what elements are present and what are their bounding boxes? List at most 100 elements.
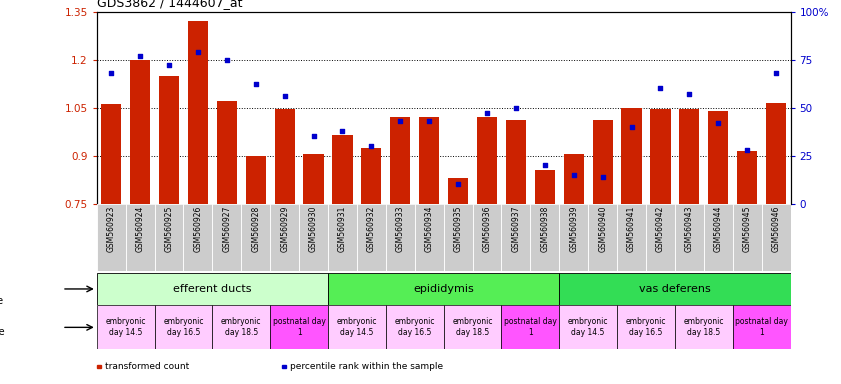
Bar (588, 204, 617, 271)
Bar (270, 305, 328, 349)
Text: development stage: development stage (0, 327, 4, 337)
Text: GSM560924: GSM560924 (135, 205, 145, 252)
Text: GSM560931: GSM560931 (338, 205, 347, 252)
Bar (617, 204, 646, 271)
Bar (766, 103, 786, 204)
Point (452, 181, 465, 187)
Point (596, 174, 610, 180)
Text: tissue: tissue (0, 296, 4, 306)
Bar (733, 204, 762, 271)
Text: GSM560926: GSM560926 (193, 205, 203, 252)
Point (740, 147, 754, 153)
Point (711, 120, 725, 126)
Text: GSM560934: GSM560934 (425, 205, 434, 252)
Bar (593, 120, 613, 204)
Point (162, 62, 176, 68)
Text: GSM560936: GSM560936 (483, 205, 491, 252)
Bar (362, 147, 382, 204)
Bar (101, 104, 121, 204)
Bar (217, 101, 237, 204)
Text: GSM560927: GSM560927 (222, 205, 231, 252)
Text: postnatal day
1: postnatal day 1 (735, 317, 788, 338)
Bar (617, 305, 674, 349)
Text: GSM560935: GSM560935 (453, 205, 463, 252)
Bar (125, 204, 155, 271)
Text: GSM560942: GSM560942 (656, 205, 665, 252)
Text: embryonic
day 16.5: embryonic day 16.5 (394, 317, 435, 338)
Text: GSM560941: GSM560941 (627, 205, 636, 252)
Bar (332, 135, 352, 204)
Bar (212, 305, 270, 349)
Point (683, 91, 696, 97)
Point (278, 93, 291, 99)
Bar (188, 21, 208, 204)
Text: GSM560946: GSM560946 (771, 205, 780, 252)
Text: efferent ducts: efferent ducts (173, 284, 251, 294)
Text: GSM560930: GSM560930 (309, 205, 318, 252)
Text: GSM560943: GSM560943 (685, 205, 694, 252)
Bar (419, 117, 439, 204)
Text: embryonic
day 16.5: embryonic day 16.5 (626, 317, 666, 338)
Text: GSM560929: GSM560929 (280, 205, 289, 252)
Text: GSM560933: GSM560933 (396, 205, 405, 252)
Bar (97, 305, 155, 349)
Point (770, 70, 783, 76)
Bar (501, 204, 531, 271)
Point (220, 56, 234, 63)
Point (567, 172, 580, 178)
Text: percentile rank within the sample: percentile rank within the sample (290, 362, 443, 371)
Point (336, 127, 349, 134)
Bar (559, 204, 588, 271)
Bar (448, 178, 468, 204)
Bar (304, 154, 324, 204)
Point (653, 85, 667, 91)
Text: GSM560940: GSM560940 (598, 205, 607, 252)
Point (480, 110, 494, 116)
Text: postnatal day
1: postnatal day 1 (504, 317, 557, 338)
Point (538, 162, 552, 168)
Bar (650, 109, 670, 204)
Bar (563, 154, 584, 204)
Bar (621, 108, 642, 204)
Bar (704, 204, 733, 271)
Point (365, 143, 378, 149)
Bar (646, 204, 674, 271)
Bar (155, 305, 212, 349)
Point (134, 53, 147, 59)
Text: embryonic
day 16.5: embryonic day 16.5 (163, 317, 204, 338)
Text: GSM560932: GSM560932 (367, 205, 376, 252)
Bar (328, 305, 386, 349)
Bar (737, 151, 757, 204)
Bar (130, 60, 151, 204)
Bar (390, 117, 410, 204)
Bar (674, 305, 733, 349)
Bar (386, 204, 415, 271)
Bar (183, 204, 212, 271)
Text: epididymis: epididymis (413, 284, 474, 294)
Point (509, 104, 522, 111)
Bar (274, 109, 294, 204)
Bar (680, 109, 700, 204)
Bar (246, 156, 266, 204)
Text: embryonic
day 14.5: embryonic day 14.5 (336, 317, 377, 338)
Text: GSM560945: GSM560945 (743, 205, 752, 252)
Text: vas deferens: vas deferens (639, 284, 711, 294)
Text: embryonic
day 14.5: embryonic day 14.5 (105, 317, 145, 338)
Text: embryonic
day 18.5: embryonic day 18.5 (684, 317, 724, 338)
Point (191, 49, 204, 55)
Bar (155, 204, 183, 271)
Text: transformed count: transformed count (105, 362, 189, 371)
Bar (241, 204, 270, 271)
Text: postnatal day
1: postnatal day 1 (272, 317, 325, 338)
Bar (386, 305, 444, 349)
Bar (444, 204, 473, 271)
Point (625, 124, 638, 130)
Bar (299, 204, 328, 271)
Point (104, 70, 118, 76)
Bar (473, 204, 501, 271)
Text: GSM560939: GSM560939 (569, 205, 579, 252)
Bar (708, 111, 728, 204)
Bar (97, 204, 125, 271)
Text: GSM560923: GSM560923 (107, 205, 116, 252)
Text: GSM560928: GSM560928 (251, 205, 260, 252)
